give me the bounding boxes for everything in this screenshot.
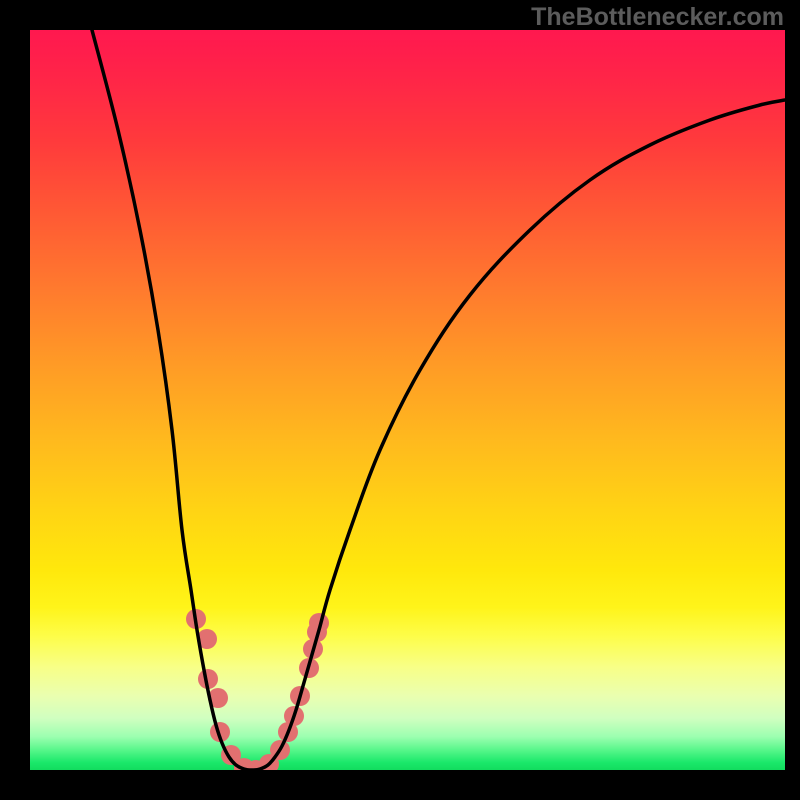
plot-area: [30, 30, 785, 770]
curve-layer: [30, 30, 785, 770]
bottleneck-curve: [92, 30, 785, 770]
watermark-text: TheBottlenecker.com: [531, 3, 784, 32]
chart-container: TheBottlenecker.com: [0, 0, 800, 800]
